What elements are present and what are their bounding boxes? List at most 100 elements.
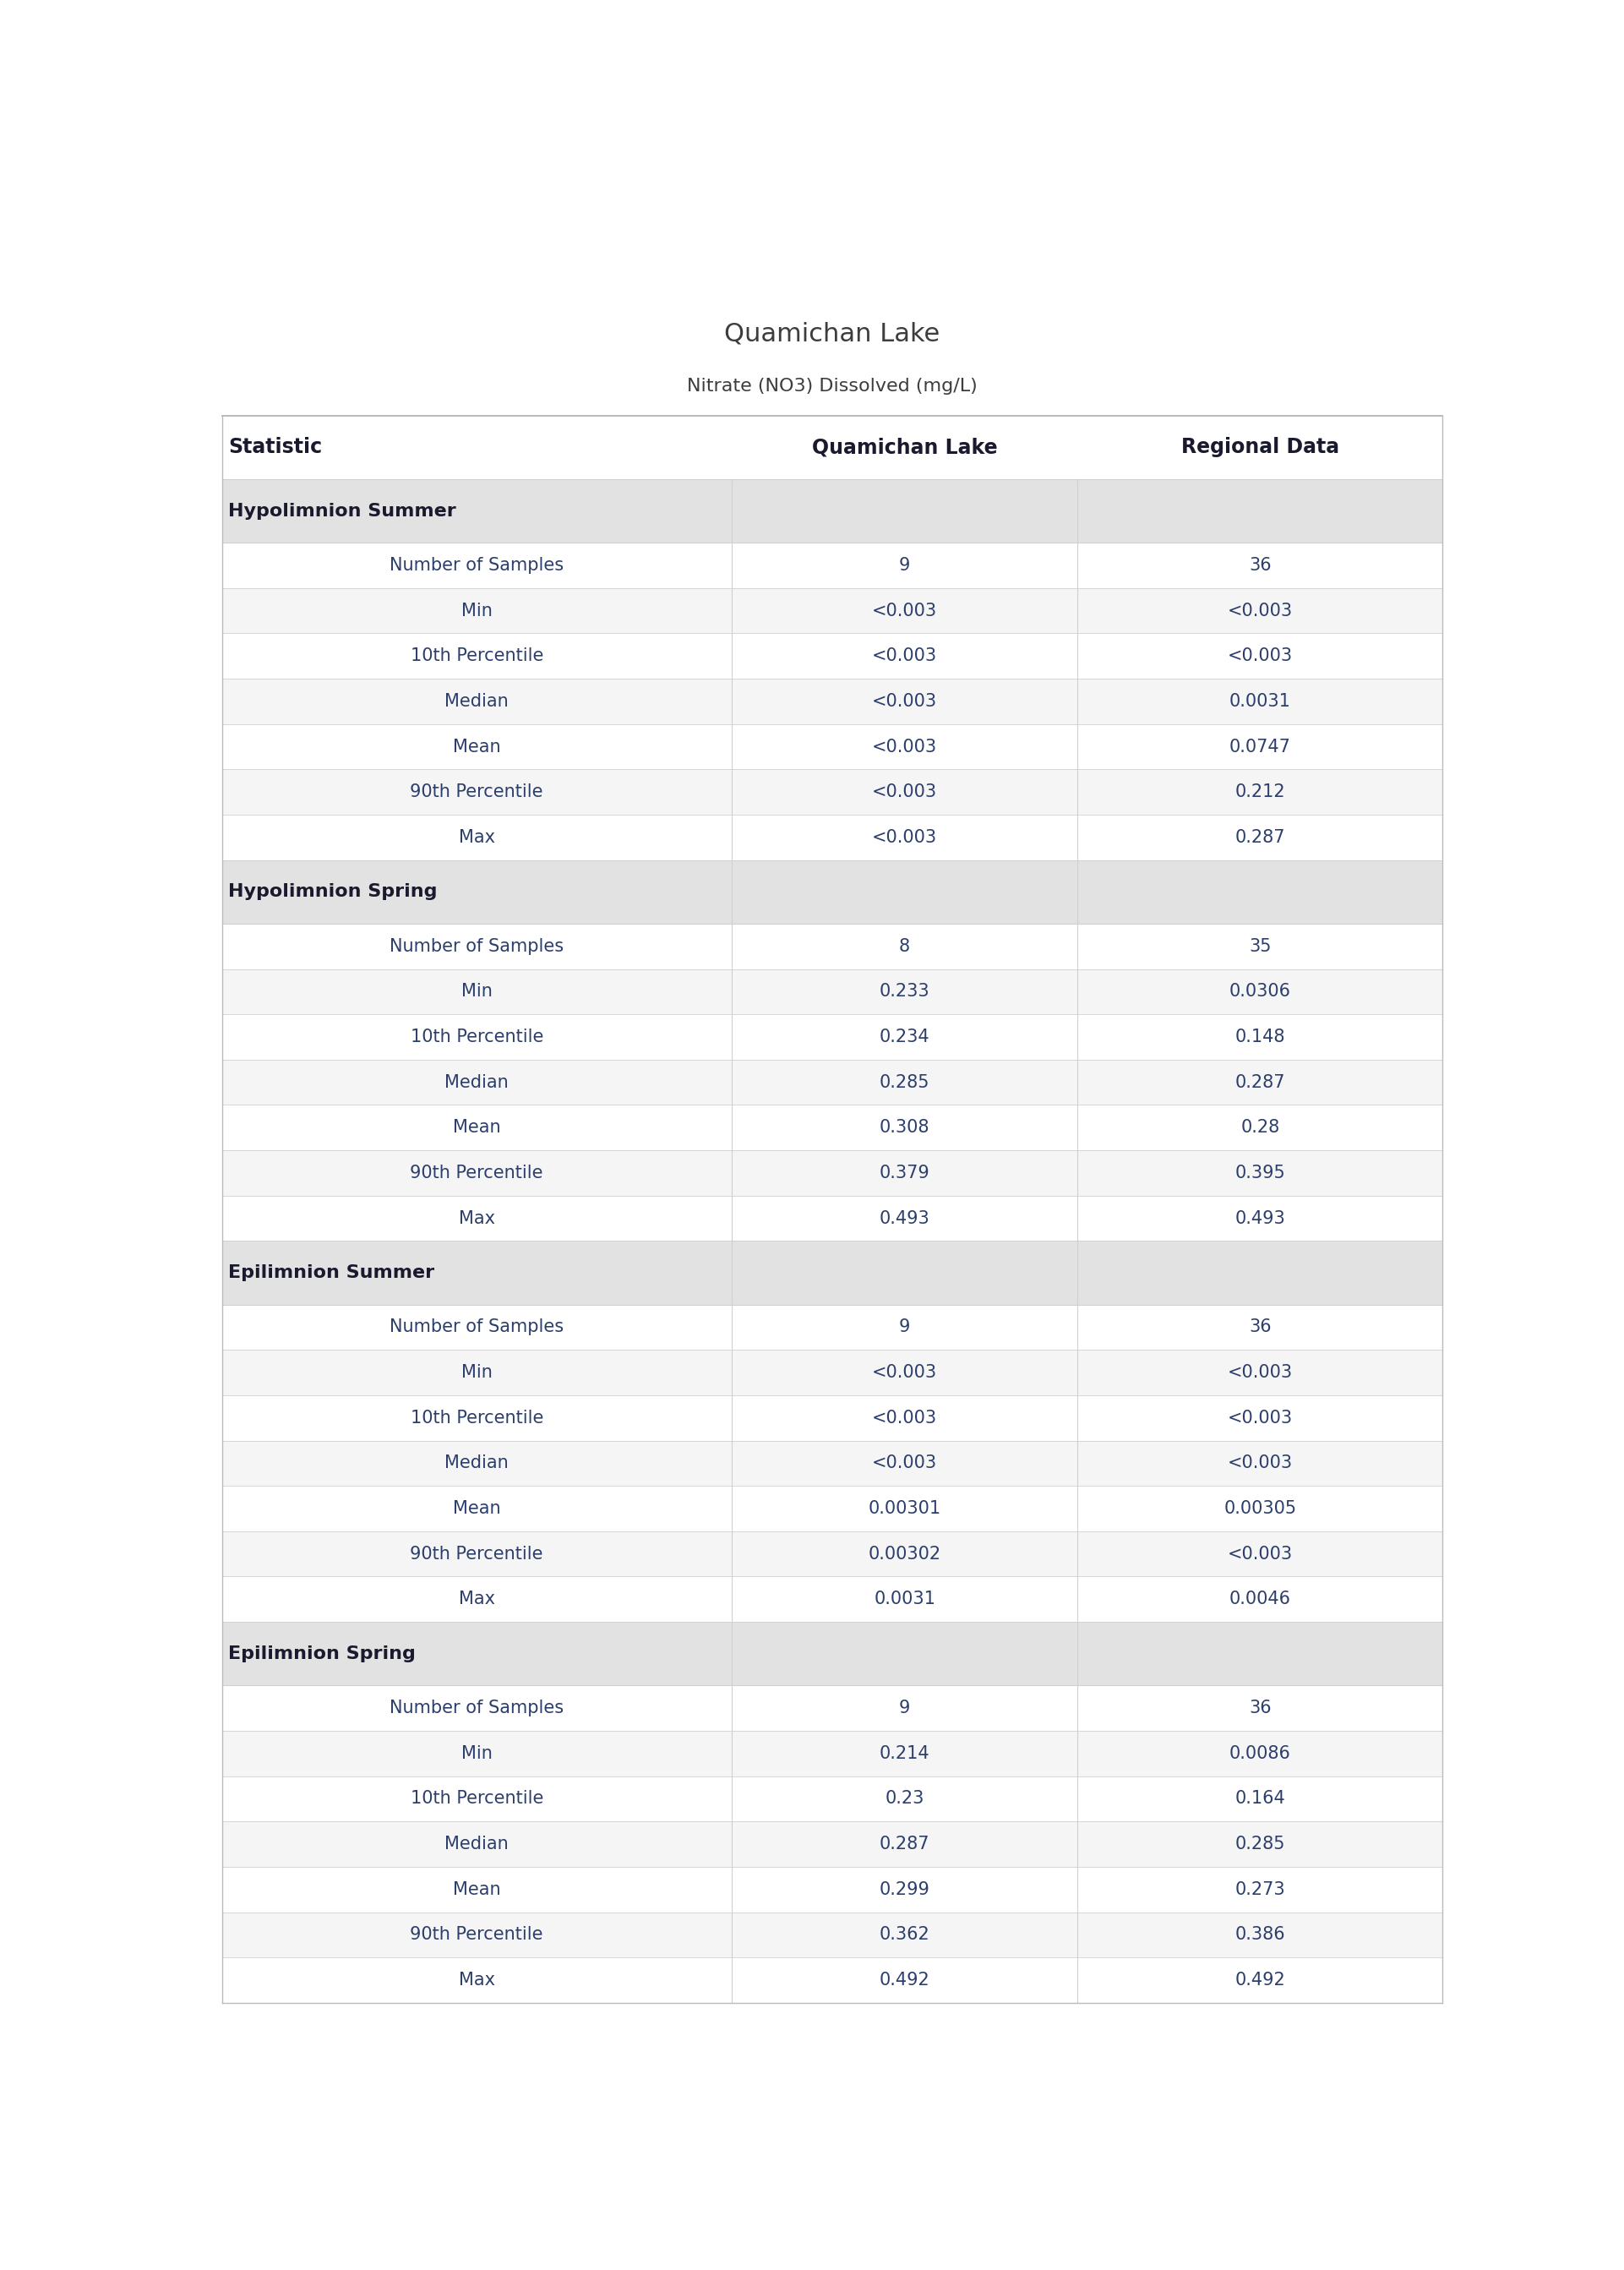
Bar	[222, 1305, 1442, 1351]
Text: 0.287: 0.287	[1236, 1074, 1285, 1092]
Text: 0.362: 0.362	[880, 1927, 931, 1943]
Text: <0.003: <0.003	[872, 602, 937, 620]
Text: Regional Data: Regional Data	[1181, 438, 1340, 459]
Text: 90th Percentile: 90th Percentile	[411, 783, 544, 801]
Bar	[222, 1196, 1442, 1242]
Text: Mean: Mean	[453, 1119, 500, 1135]
Bar	[222, 860, 1442, 924]
Text: 9: 9	[900, 1319, 911, 1335]
Text: <0.003: <0.003	[872, 1410, 937, 1426]
Text: Number of Samples: Number of Samples	[390, 1319, 564, 1335]
Text: Min: Min	[461, 602, 492, 620]
Bar	[222, 1775, 1442, 1821]
Text: Median: Median	[445, 1836, 508, 1852]
Text: 0.287: 0.287	[1236, 829, 1285, 847]
Text: 0.287: 0.287	[880, 1836, 931, 1852]
Text: Mean: Mean	[453, 1882, 500, 1898]
Text: 36: 36	[1249, 556, 1272, 574]
Text: 0.164: 0.164	[1234, 1791, 1286, 1807]
Bar	[222, 815, 1442, 860]
Text: 36: 36	[1249, 1319, 1272, 1335]
Text: Hypolimnion Spring: Hypolimnion Spring	[227, 883, 437, 901]
Text: 0.299: 0.299	[879, 1882, 931, 1898]
Text: <0.003: <0.003	[1228, 1364, 1293, 1380]
Text: 0.0747: 0.0747	[1229, 738, 1291, 756]
Text: 0.273: 0.273	[1234, 1882, 1286, 1898]
Text: Median: Median	[445, 1455, 508, 1471]
Text: Number of Samples: Number of Samples	[390, 1700, 564, 1716]
Text: 0.28: 0.28	[1241, 1119, 1280, 1135]
Bar	[222, 1015, 1442, 1060]
Text: 9: 9	[900, 556, 911, 574]
Text: 10th Percentile: 10th Percentile	[411, 1028, 544, 1046]
Text: 0.00302: 0.00302	[869, 1546, 940, 1562]
Text: 0.0031: 0.0031	[874, 1591, 935, 1607]
Text: 0.0031: 0.0031	[1229, 692, 1291, 711]
Text: Statistic: Statistic	[227, 438, 322, 459]
Bar	[222, 1578, 1442, 1623]
Bar	[222, 588, 1442, 633]
Text: <0.003: <0.003	[872, 647, 937, 665]
Text: 0.285: 0.285	[880, 1074, 931, 1092]
Text: Epilimnion Spring: Epilimnion Spring	[227, 1646, 416, 1662]
Bar	[222, 543, 1442, 588]
Bar	[222, 770, 1442, 815]
Bar	[222, 679, 1442, 724]
Text: 90th Percentile: 90th Percentile	[411, 1165, 544, 1180]
Text: 0.23: 0.23	[885, 1791, 924, 1807]
Text: Quamichan Lake: Quamichan Lake	[724, 322, 940, 345]
Text: Max: Max	[458, 1210, 495, 1226]
Bar	[222, 1060, 1442, 1105]
Text: Max: Max	[458, 1973, 495, 1989]
Text: 36: 36	[1249, 1700, 1272, 1716]
Text: Min: Min	[461, 1364, 492, 1380]
Text: Quamichan Lake: Quamichan Lake	[812, 438, 997, 459]
Bar	[222, 1441, 1442, 1487]
Text: <0.003: <0.003	[1228, 647, 1293, 665]
Bar	[222, 1911, 1442, 1957]
Text: 0.395: 0.395	[1234, 1165, 1286, 1180]
Text: 0.148: 0.148	[1236, 1028, 1285, 1046]
Bar	[222, 1396, 1442, 1441]
Text: 0.234: 0.234	[880, 1028, 931, 1046]
Text: Max: Max	[458, 1591, 495, 1607]
Text: 0.493: 0.493	[880, 1210, 931, 1226]
Text: Median: Median	[445, 692, 508, 711]
Text: 0.214: 0.214	[880, 1746, 931, 1762]
Bar	[222, 724, 1442, 770]
Text: <0.003: <0.003	[872, 1364, 937, 1380]
Bar	[222, 633, 1442, 679]
Bar	[222, 1351, 1442, 1396]
Text: 8: 8	[900, 938, 909, 956]
Text: 0.379: 0.379	[880, 1165, 931, 1180]
Text: 0.493: 0.493	[1234, 1210, 1286, 1226]
Text: 0.285: 0.285	[1236, 1836, 1285, 1852]
Text: 9: 9	[900, 1700, 911, 1716]
Text: <0.003: <0.003	[872, 783, 937, 801]
Text: 90th Percentile: 90th Percentile	[411, 1546, 544, 1562]
Text: 90th Percentile: 90th Percentile	[411, 1927, 544, 1943]
Text: <0.003: <0.003	[1228, 1546, 1293, 1562]
Text: 10th Percentile: 10th Percentile	[411, 1791, 544, 1807]
Bar	[222, 1821, 1442, 1866]
Bar	[222, 1866, 1442, 1911]
Bar	[222, 1957, 1442, 2002]
Text: <0.003: <0.003	[872, 738, 937, 756]
Bar	[222, 1532, 1442, 1578]
Text: 0.492: 0.492	[1234, 1973, 1286, 1989]
Text: Hypolimnion Summer: Hypolimnion Summer	[227, 502, 456, 520]
Text: Mean: Mean	[453, 738, 500, 756]
Text: <0.003: <0.003	[1228, 1455, 1293, 1471]
Text: <0.003: <0.003	[1228, 1410, 1293, 1426]
Text: 35: 35	[1249, 938, 1272, 956]
Text: <0.003: <0.003	[872, 1455, 937, 1471]
Text: 0.308: 0.308	[880, 1119, 931, 1135]
Text: 0.212: 0.212	[1234, 783, 1286, 801]
Text: Number of Samples: Number of Samples	[390, 556, 564, 574]
Text: 10th Percentile: 10th Percentile	[411, 647, 544, 665]
Text: <0.003: <0.003	[1228, 602, 1293, 620]
Text: 0.0306: 0.0306	[1229, 983, 1291, 1001]
Text: 0.233: 0.233	[880, 983, 931, 1001]
Text: 0.492: 0.492	[880, 1973, 931, 1989]
Text: <0.003: <0.003	[872, 692, 937, 711]
